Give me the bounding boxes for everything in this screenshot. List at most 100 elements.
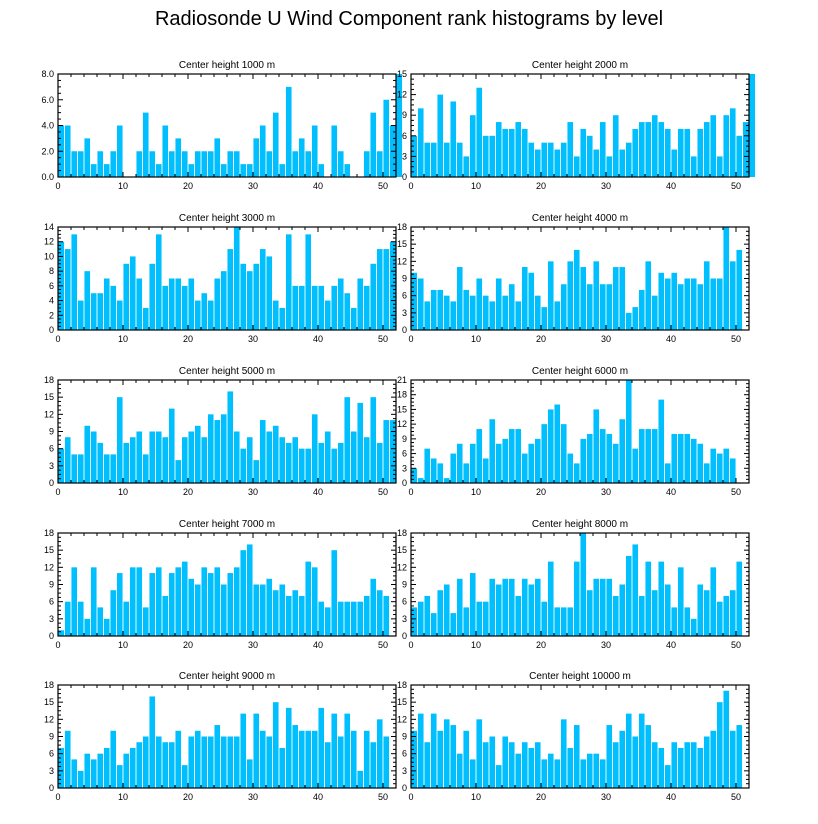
bar (697, 747, 704, 788)
bar (508, 284, 515, 330)
bar (677, 747, 684, 788)
bar (376, 249, 383, 330)
x-tick-label: 30 (248, 334, 258, 344)
bar (207, 414, 214, 483)
bar (207, 151, 214, 177)
bar (651, 742, 658, 788)
y-tick-label: 12 (397, 256, 407, 266)
bar (110, 151, 117, 177)
bar (383, 595, 390, 636)
bar (376, 442, 383, 483)
x-tick-label: 10 (118, 792, 128, 802)
bar (469, 295, 476, 330)
x-tick-label: 10 (118, 487, 128, 497)
y-tick-label: 0 (49, 631, 54, 641)
bar (331, 550, 338, 636)
bar (370, 578, 377, 636)
bar (344, 397, 351, 483)
bar (383, 420, 390, 483)
bar (528, 584, 535, 636)
bar (489, 135, 496, 177)
bar (279, 747, 286, 788)
bar (710, 115, 717, 177)
bar (437, 730, 444, 788)
bar (285, 86, 292, 178)
bar (560, 424, 567, 483)
x-tick-label: 20 (183, 640, 193, 650)
bar (298, 285, 305, 330)
bar (612, 267, 619, 330)
bar (632, 544, 639, 636)
bar (305, 151, 312, 177)
bar (528, 272, 535, 330)
panel-title: Center height 1000 m (179, 60, 275, 71)
bar (664, 128, 671, 177)
bar (292, 590, 299, 636)
bar (370, 397, 377, 483)
bar (370, 742, 377, 788)
bar (266, 736, 273, 788)
bar (77, 151, 84, 177)
bar (489, 301, 496, 330)
bar (586, 753, 593, 788)
bar (168, 742, 175, 788)
bar (214, 567, 221, 636)
bar (567, 747, 574, 788)
bar (729, 108, 736, 177)
x-tick-label: 50 (731, 181, 741, 191)
bar (90, 759, 97, 788)
bar (311, 285, 318, 330)
y-tick-label: 2 (49, 310, 54, 320)
bar (305, 561, 312, 636)
bar (168, 573, 175, 636)
y-tick-label: 18 (397, 222, 407, 232)
bar (84, 425, 91, 483)
bar (482, 742, 489, 788)
bar (168, 278, 175, 330)
panel-4: Center height 4000 m 0 10 20 30 40 50 0 3 6 9 12 15 1… (397, 213, 750, 344)
bar (495, 122, 502, 177)
y-tick-label: 12 (44, 714, 54, 724)
x-tick-label: 50 (731, 334, 741, 344)
bar (188, 736, 195, 788)
bar (383, 736, 390, 788)
bar (84, 271, 91, 330)
bar (619, 584, 626, 636)
bar (476, 278, 483, 330)
bar (84, 138, 91, 178)
bar (625, 713, 632, 788)
bar (710, 448, 717, 483)
x-tick-label: 20 (536, 792, 546, 802)
bar (658, 122, 665, 177)
bar (331, 125, 338, 177)
bar (162, 125, 169, 177)
bar (305, 730, 312, 788)
bar (508, 578, 515, 636)
y-tick-label: 12 (397, 714, 407, 724)
bar (337, 151, 344, 177)
bar (233, 736, 240, 788)
bar (703, 736, 710, 788)
bar (645, 561, 652, 636)
bar (240, 164, 247, 178)
bar (201, 293, 208, 330)
bar (64, 601, 71, 636)
bar (311, 730, 318, 788)
bar (142, 307, 149, 330)
bar (684, 278, 691, 330)
bar (201, 736, 208, 788)
bar (580, 128, 587, 177)
bar (285, 595, 292, 636)
x-tick-label: 20 (536, 334, 546, 344)
panel-8: Center height 8000 m 0 10 20 30 40 50 0 3 6 9 12 15 1… (397, 519, 750, 650)
bar (541, 424, 548, 483)
bar (90, 431, 97, 483)
bar (476, 719, 483, 788)
bar (324, 742, 331, 788)
y-tick-label: 12 (397, 562, 407, 572)
bar (502, 128, 509, 177)
x-tick-label: 20 (536, 181, 546, 191)
bar (632, 128, 639, 177)
bar (658, 272, 665, 330)
y-tick-label: 0.0 (41, 172, 54, 182)
